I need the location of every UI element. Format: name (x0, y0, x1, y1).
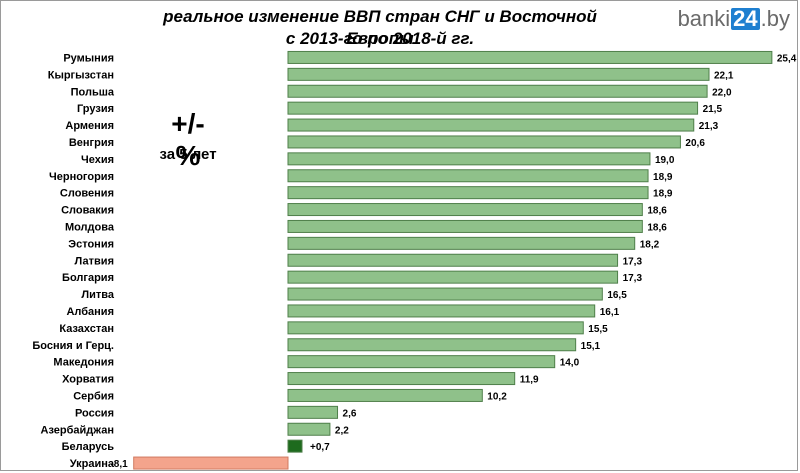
bar (287, 388, 483, 402)
category-label: Россия (75, 407, 114, 419)
value-label: 18,9 (653, 172, 673, 183)
category-label: Словения (60, 188, 114, 200)
brand-logo: banki 24 .by (678, 6, 790, 32)
bar (287, 422, 331, 436)
value-label: 2,2 (335, 425, 349, 436)
value-label: 21,5 (703, 104, 723, 115)
bar (287, 405, 339, 419)
value-label: 17,3 (623, 256, 643, 267)
category-label: Латвия (75, 255, 114, 267)
value-label: 15,1 (581, 341, 601, 352)
chart-title-line1: реальное изменение ВВП стран СНГ и Восто… (163, 7, 597, 48)
value-label: 22,0 (712, 87, 732, 98)
value-label: 21,3 (699, 121, 719, 132)
category-label: Казахстан (59, 323, 114, 335)
bar (287, 321, 584, 335)
category-label: Албания (66, 306, 114, 318)
value-label: 25,4 (777, 53, 797, 64)
category-label: Эстония (68, 238, 114, 250)
category-label: Беларусь (62, 441, 115, 453)
bar (287, 203, 643, 217)
category-label: Венгрия (69, 137, 114, 149)
category-label: Черногория (49, 171, 114, 183)
bar (287, 219, 643, 233)
category-label: Хорватия (62, 374, 114, 386)
category-label: Болгария (62, 272, 114, 284)
category-label: Румыния (63, 52, 114, 64)
value-label: 16,1 (600, 307, 620, 318)
chart-title-line2: с 2013-го по 2018-й гг. (285, 29, 475, 48)
category-label: Словакия (61, 205, 114, 217)
bar (287, 50, 773, 64)
bar (287, 270, 619, 284)
value-label: 11,9 (520, 375, 539, 386)
value-label: +0,7 (310, 442, 330, 453)
value-label: 16,5 (607, 290, 627, 301)
value-label: 22,1 (714, 70, 734, 81)
bar (287, 439, 303, 453)
category-label: Македония (53, 357, 114, 369)
bar (287, 186, 649, 200)
bar (287, 236, 636, 250)
bar (133, 456, 289, 470)
category-label: Сербия (73, 390, 114, 402)
value-label: 18,2 (640, 239, 660, 250)
value-label: 10,2 (487, 391, 507, 402)
value-label: 18,6 (647, 206, 667, 217)
category-label: Босния и Герц. (32, 340, 114, 352)
bar (287, 67, 710, 81)
category-label: Азербайджан (41, 424, 114, 436)
bar (287, 169, 649, 183)
value-label: 18,6 (647, 222, 667, 233)
category-label: Украина (70, 458, 115, 470)
value-label: 18,9 (653, 189, 673, 200)
bar (287, 304, 596, 318)
bar (287, 135, 681, 149)
category-label: Армения (65, 120, 114, 132)
value-label: 17,3 (623, 273, 643, 284)
category-label: Кыргызстан (48, 69, 114, 81)
bar (287, 372, 516, 386)
unit-annotation: +/- % (171, 108, 205, 171)
bar (287, 355, 556, 369)
brand-prefix: banki (677, 6, 731, 31)
value-label: -8,1 (110, 459, 128, 470)
category-label: Грузия (77, 103, 114, 115)
bar (287, 101, 699, 115)
brand-suffix: .by (760, 6, 790, 31)
category-label: Литва (81, 289, 114, 301)
value-label: 15,5 (588, 324, 608, 335)
bar (287, 152, 651, 166)
value-label: 20,6 (685, 138, 705, 149)
category-label: Польша (71, 86, 115, 98)
value-label: 19,0 (655, 155, 675, 166)
bar (287, 253, 619, 267)
bar (287, 118, 695, 132)
period-annotation: за 5 лет (159, 146, 217, 163)
bar (287, 84, 708, 98)
category-label: Молдова (65, 221, 115, 233)
value-label: 14,0 (560, 358, 580, 369)
category-label: Чехия (81, 154, 114, 166)
value-label: 2,6 (343, 408, 357, 419)
bar (287, 338, 577, 352)
bar (287, 287, 603, 301)
brand-box: 24 (731, 6, 760, 31)
